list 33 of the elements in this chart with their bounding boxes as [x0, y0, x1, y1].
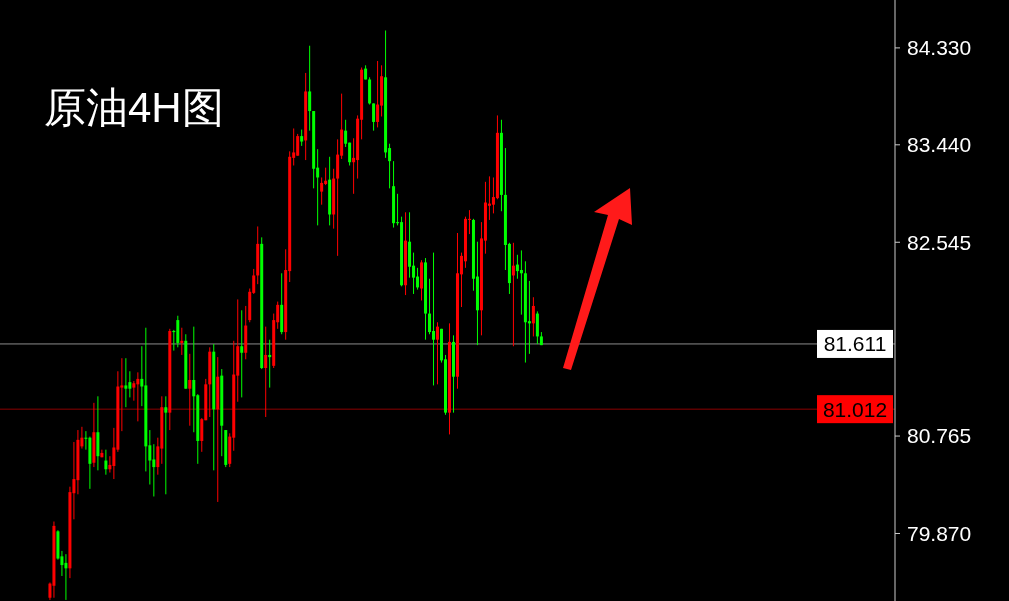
candlestick: [511, 242, 515, 347]
candlestick: [416, 267, 420, 291]
candlestick: [519, 249, 523, 316]
candlestick: [368, 76, 372, 106]
candlestick: [320, 176, 324, 206]
candlestick: [535, 310, 539, 345]
y-tick-label: 80.765: [907, 424, 972, 448]
candlestick: [372, 102, 376, 132]
candlestick: [264, 326, 268, 418]
candlestick: [152, 443, 156, 497]
candlestick: [164, 395, 168, 495]
candlestick: [240, 309, 244, 398]
candlestick: [104, 449, 108, 476]
candlestick: [188, 353, 192, 427]
candlestick: [176, 315, 180, 348]
candlestick: [376, 60, 380, 128]
candlestick: [124, 357, 128, 408]
y-tick-label: 79.870: [907, 521, 972, 545]
candlestick: [64, 553, 68, 601]
candlestick: [96, 395, 100, 471]
candlestick: [432, 252, 436, 386]
candlestick: [296, 133, 300, 157]
ref-line-label: 81.012: [822, 397, 888, 421]
candlestick: [531, 296, 535, 337]
candlestick: [136, 371, 140, 422]
candlestick: [515, 254, 519, 280]
y-tick-label: 82.545: [907, 230, 972, 254]
y-tick-label: 84.330: [907, 36, 972, 60]
y-tick-label: 83.440: [907, 133, 972, 157]
ref-line-label: 81.611: [823, 332, 887, 356]
text: 原油4H图: [44, 84, 224, 131]
candlestick: [308, 45, 312, 132]
candlestick: [132, 380, 136, 402]
